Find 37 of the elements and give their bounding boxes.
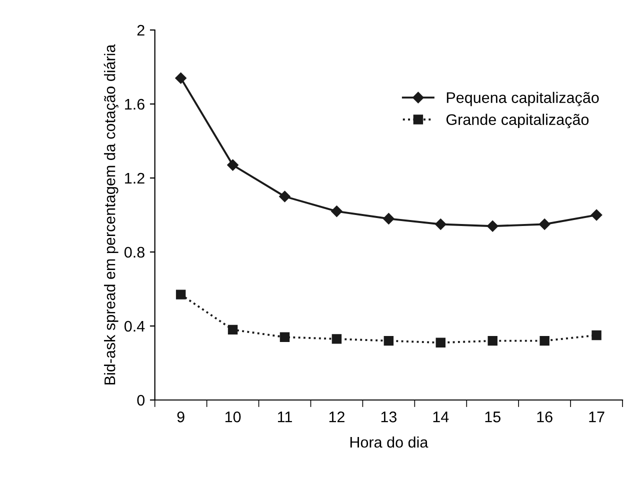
point xyxy=(176,290,186,300)
point xyxy=(487,220,498,232)
point xyxy=(227,159,238,171)
point xyxy=(332,334,342,344)
point xyxy=(592,330,602,340)
point xyxy=(540,336,550,346)
point xyxy=(488,336,498,346)
point xyxy=(331,206,342,217)
x-tick-label: 14 xyxy=(433,412,449,422)
point xyxy=(384,336,394,346)
x-tick-label: 16 xyxy=(537,412,552,422)
y-tick-label: 0.4 xyxy=(124,320,145,332)
y-tick-label: 1.2 xyxy=(125,172,144,184)
x-tick-label: 12 xyxy=(329,412,344,422)
x-tick-label: 9 xyxy=(177,412,184,422)
point xyxy=(538,218,550,230)
point xyxy=(435,218,446,230)
y-axis-title: Bid-ask spread em percentagem da cotação diária xyxy=(104,44,118,384)
legend-label: Pequena capitalização xyxy=(446,92,599,106)
y-tick-label: 2 xyxy=(137,24,144,36)
y-tick-label: 0 xyxy=(137,394,145,406)
point xyxy=(383,213,394,224)
point xyxy=(279,190,290,202)
y-tick-label: 1.6 xyxy=(125,98,144,110)
point xyxy=(590,209,602,221)
x-axis-title: Hora do dia xyxy=(350,436,428,448)
x-tick-label: 13 xyxy=(381,412,397,422)
x-tick-label: 15 xyxy=(485,412,500,422)
point xyxy=(175,72,186,84)
point xyxy=(228,324,238,335)
x-tick-label: 11 xyxy=(278,412,292,422)
point xyxy=(280,332,290,342)
point xyxy=(436,338,446,348)
x-tick-label: 17 xyxy=(589,412,604,422)
y-tick-label: 0.8 xyxy=(124,246,144,258)
x-tick-label: 10 xyxy=(225,412,241,422)
legend-label: Grande capitalização xyxy=(446,114,589,128)
